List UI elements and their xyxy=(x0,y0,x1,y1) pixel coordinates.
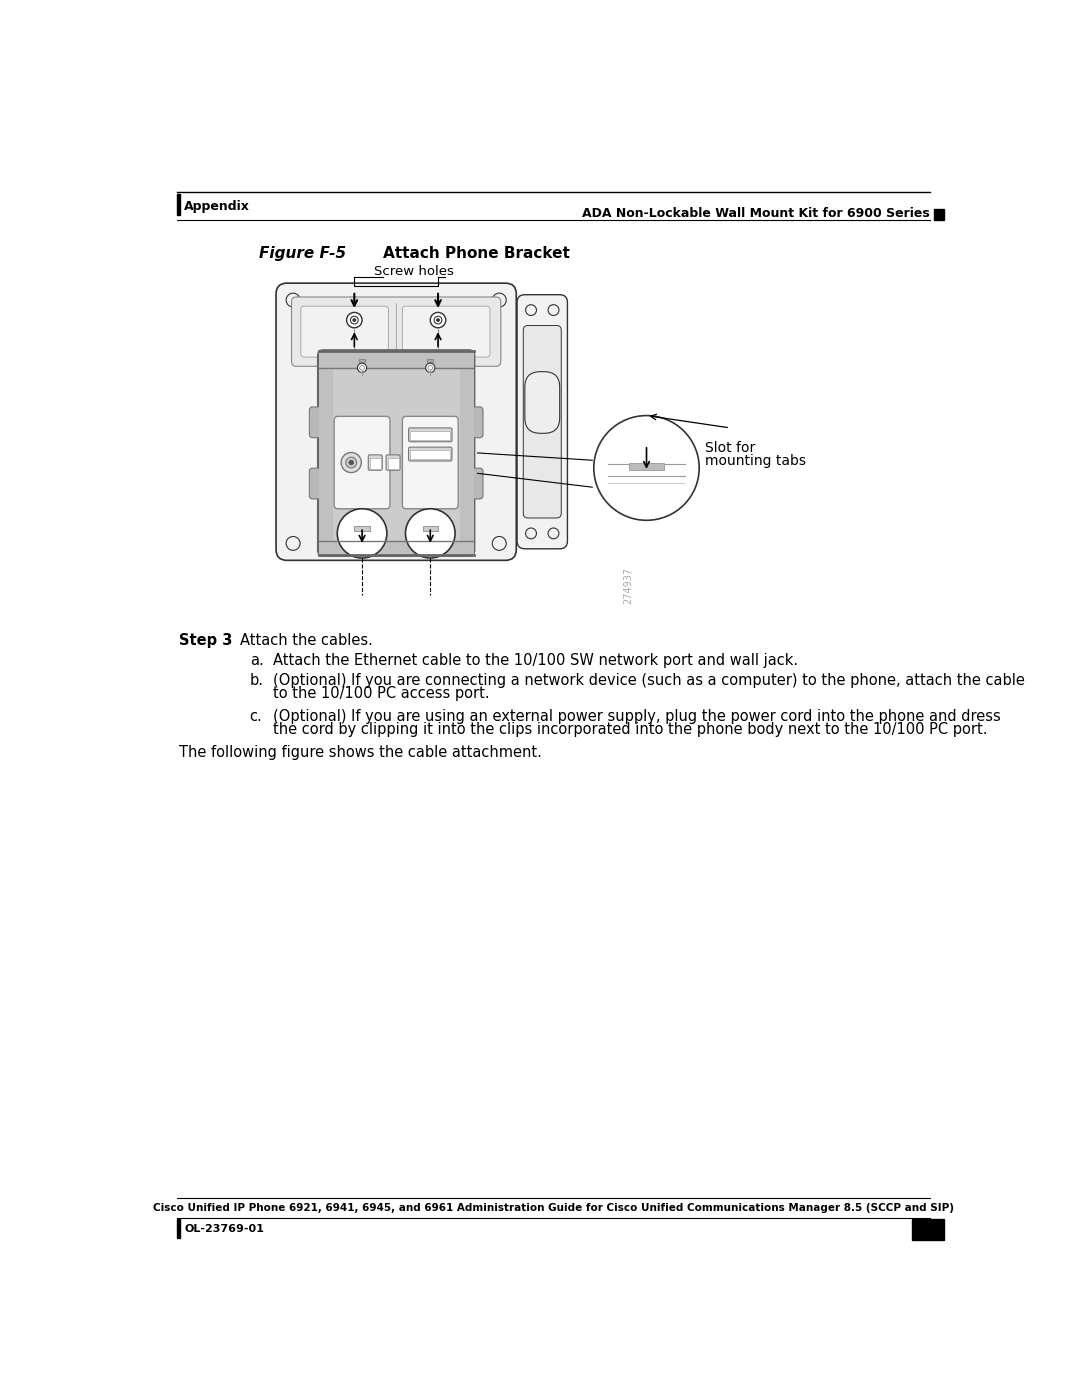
FancyBboxPatch shape xyxy=(301,306,389,358)
Circle shape xyxy=(350,316,359,324)
Circle shape xyxy=(286,536,300,550)
Text: a.: a. xyxy=(249,652,264,668)
Circle shape xyxy=(357,363,367,373)
FancyBboxPatch shape xyxy=(469,407,483,437)
Circle shape xyxy=(430,313,446,328)
Bar xyxy=(319,365,333,555)
Circle shape xyxy=(337,509,387,557)
Text: Cisco Unified IP Phone 6921, 6941, 6945, and 6961 Administration Guide for Cisco: Cisco Unified IP Phone 6921, 6941, 6945,… xyxy=(153,1203,954,1213)
Text: Slot for: Slot for xyxy=(705,441,756,455)
Circle shape xyxy=(434,316,442,324)
FancyBboxPatch shape xyxy=(403,416,458,509)
Circle shape xyxy=(426,363,435,373)
FancyBboxPatch shape xyxy=(517,295,567,549)
FancyBboxPatch shape xyxy=(319,351,474,555)
Text: OL-23769-01: OL-23769-01 xyxy=(185,1224,265,1234)
Circle shape xyxy=(360,366,364,370)
Bar xyxy=(912,1218,944,1241)
Text: Attach Phone Bracket: Attach Phone Bracket xyxy=(383,246,570,261)
FancyBboxPatch shape xyxy=(403,306,490,358)
Text: ADA Non-Lockable Wall Mount Kit for 6900 Series: ADA Non-Lockable Wall Mount Kit for 6900… xyxy=(582,207,930,221)
Circle shape xyxy=(405,509,455,557)
Bar xyxy=(369,458,380,469)
Circle shape xyxy=(526,305,537,316)
Bar xyxy=(354,525,369,531)
Bar xyxy=(410,450,450,460)
Bar xyxy=(177,194,180,215)
Circle shape xyxy=(346,457,356,468)
Text: c.: c. xyxy=(249,708,262,724)
FancyBboxPatch shape xyxy=(524,326,562,518)
Bar xyxy=(422,525,438,531)
FancyBboxPatch shape xyxy=(334,416,390,509)
Text: b.: b. xyxy=(249,673,264,687)
Text: to the 10/100 PC access port.: to the 10/100 PC access port. xyxy=(273,686,489,701)
Text: Step 3: Step 3 xyxy=(179,633,232,648)
Circle shape xyxy=(548,305,559,316)
Text: the cord by clipping it into the clips incorporated into the phone body next to : the cord by clipping it into the clips i… xyxy=(273,722,987,738)
Circle shape xyxy=(286,293,300,307)
Circle shape xyxy=(349,460,353,465)
Text: Figure F-5: Figure F-5 xyxy=(259,246,346,261)
Bar xyxy=(319,351,474,367)
Bar xyxy=(428,359,433,362)
Text: (Optional) If you are using an external power supply, plug the power cord into t: (Optional) If you are using an external … xyxy=(273,708,1001,724)
Circle shape xyxy=(428,366,433,370)
FancyBboxPatch shape xyxy=(292,298,501,366)
Bar xyxy=(388,458,399,469)
FancyBboxPatch shape xyxy=(368,455,382,471)
FancyBboxPatch shape xyxy=(309,468,323,499)
Text: F-5: F-5 xyxy=(914,1221,943,1239)
Bar xyxy=(319,541,474,555)
Circle shape xyxy=(492,536,507,550)
FancyBboxPatch shape xyxy=(408,427,451,441)
FancyBboxPatch shape xyxy=(469,468,483,499)
Bar xyxy=(359,359,365,362)
FancyBboxPatch shape xyxy=(408,447,451,461)
Circle shape xyxy=(594,415,699,520)
Text: The following figure shows the cable attachment.: The following figure shows the cable att… xyxy=(179,745,542,760)
Circle shape xyxy=(436,319,440,321)
Text: Screw holes: Screw holes xyxy=(374,265,454,278)
Circle shape xyxy=(548,528,559,539)
Circle shape xyxy=(492,293,507,307)
FancyBboxPatch shape xyxy=(309,407,323,437)
Circle shape xyxy=(341,453,362,472)
Circle shape xyxy=(353,319,356,321)
Text: Appendix: Appendix xyxy=(184,200,249,212)
Bar xyxy=(177,1220,180,1238)
Circle shape xyxy=(347,313,362,328)
Bar xyxy=(934,210,944,219)
Text: Attach the cables.: Attach the cables. xyxy=(240,633,373,648)
FancyBboxPatch shape xyxy=(525,372,559,433)
FancyBboxPatch shape xyxy=(276,284,516,560)
Text: (Optional) If you are connecting a network device (such as a computer) to the ph: (Optional) If you are connecting a netwo… xyxy=(273,673,1025,687)
Text: 274937: 274937 xyxy=(623,566,633,604)
Text: Attach the Ethernet cable to the 10/100 SW network port and wall jack.: Attach the Ethernet cable to the 10/100 … xyxy=(273,652,798,668)
Text: mounting tabs: mounting tabs xyxy=(705,454,807,468)
FancyBboxPatch shape xyxy=(387,455,400,471)
Bar xyxy=(460,365,474,555)
Circle shape xyxy=(526,528,537,539)
Bar xyxy=(630,462,663,471)
Bar xyxy=(410,432,450,440)
